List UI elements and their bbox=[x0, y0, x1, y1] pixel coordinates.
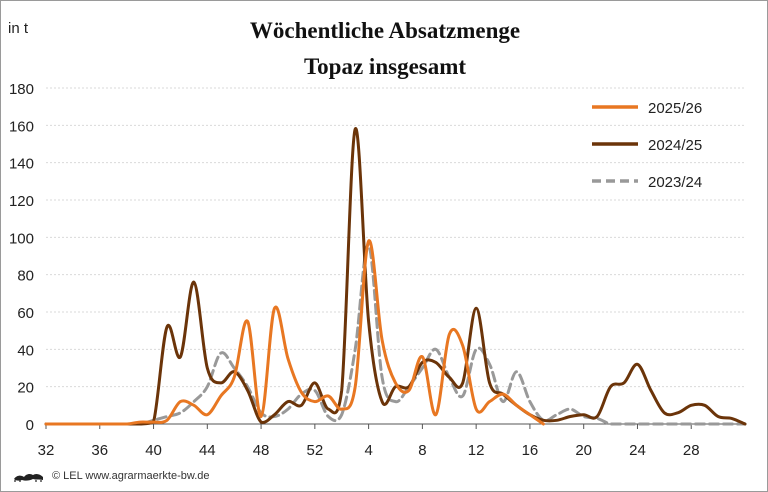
series-line bbox=[44, 239, 545, 426]
y-tick-label: 120 bbox=[9, 193, 34, 210]
y-tick-label: 140 bbox=[9, 156, 34, 173]
x-axis: 32 36 40 44 48 52 4 8 12 16 20 24 28 bbox=[38, 423, 745, 459]
legend-label: 2025/26 bbox=[648, 100, 702, 117]
x-tick-label: 16 bbox=[522, 442, 539, 459]
x-tick-label: 44 bbox=[199, 442, 216, 459]
x-tick-label: 48 bbox=[253, 442, 270, 459]
y-tick-label: 160 bbox=[9, 118, 34, 135]
legend: 2025/26 2024/25 2023/24 bbox=[592, 100, 702, 191]
copyright-text: © LEL www.agrarmaerkte-bw.de bbox=[52, 470, 210, 482]
x-tick-label: 20 bbox=[575, 442, 592, 459]
y-tick-label: 100 bbox=[9, 230, 34, 247]
y-tick-label: 40 bbox=[17, 342, 34, 359]
series-line bbox=[44, 127, 747, 426]
chart-title: Wöchentliche Absatzmenge bbox=[249, 18, 521, 43]
y-tick-label: 20 bbox=[17, 380, 34, 397]
series-lines bbox=[44, 127, 747, 426]
y-tick-label: 60 bbox=[17, 305, 34, 322]
x-tick-label: 32 bbox=[38, 442, 55, 459]
x-tick-label: 28 bbox=[683, 442, 700, 459]
series-line bbox=[44, 243, 747, 426]
chart-subtitle: Topaz insgesamt bbox=[303, 54, 467, 79]
y-axis-ticks: 0 20 40 60 80 100 120 140 160 180 bbox=[9, 81, 34, 434]
y-tick-label: 80 bbox=[17, 268, 34, 285]
footer: © LEL www.agrarmaerkte-bw.de bbox=[12, 469, 210, 483]
legend-label: 2024/25 bbox=[648, 137, 702, 154]
x-tick-label: 52 bbox=[307, 442, 324, 459]
lion-logo-icon bbox=[14, 473, 43, 482]
y-axis-unit-label: in t bbox=[8, 20, 29, 37]
x-tick-label: 40 bbox=[145, 442, 162, 459]
x-tick-label: 4 bbox=[364, 442, 372, 459]
x-tick-label: 12 bbox=[468, 442, 485, 459]
x-tick-label: 8 bbox=[418, 442, 426, 459]
grid-lines bbox=[46, 87, 745, 388]
y-tick-label: 180 bbox=[9, 81, 34, 98]
x-tick-label: 24 bbox=[629, 442, 646, 459]
legend-label: 2023/24 bbox=[648, 174, 702, 191]
x-tick-label: 36 bbox=[91, 442, 108, 459]
y-tick-label: 0 bbox=[26, 417, 34, 434]
